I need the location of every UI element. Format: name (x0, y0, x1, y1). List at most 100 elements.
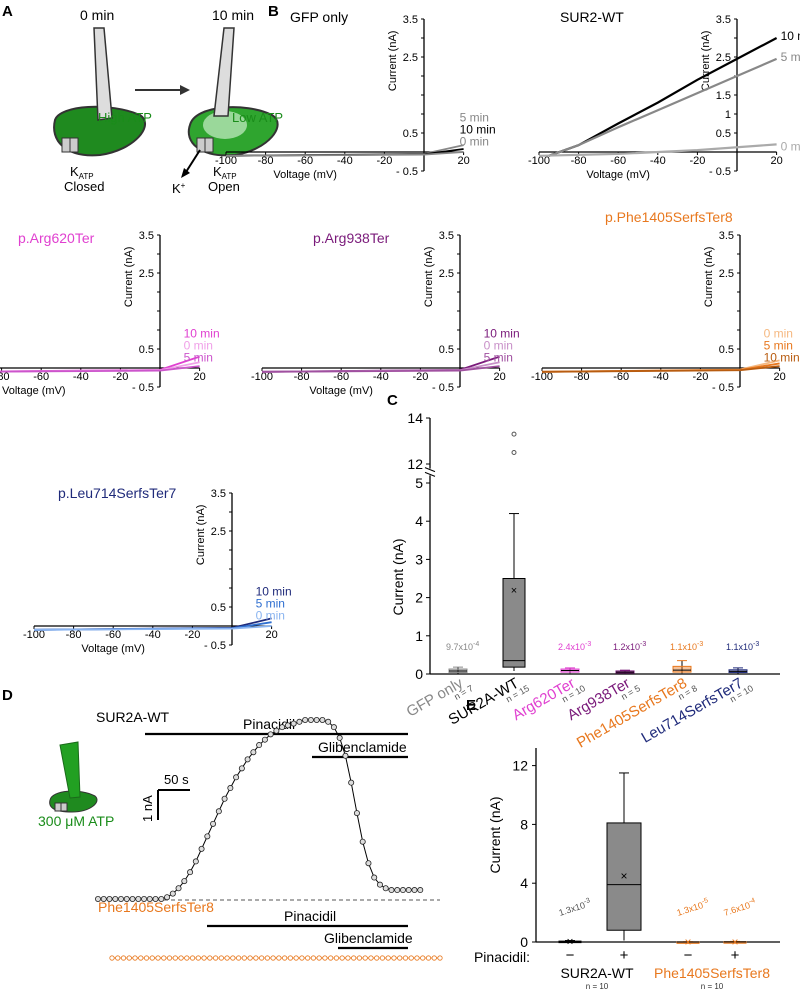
iv-series-line (548, 57, 778, 157)
y-tick-label: 5 (415, 475, 423, 491)
glibenclamide-label-wt: Glibenclamide (318, 739, 407, 755)
mutant-trace-point (299, 955, 305, 961)
y-tick-label: 0 (415, 666, 423, 682)
box-mean-marker: × (566, 935, 573, 949)
x-tick-label: 20 (770, 155, 782, 167)
iv-series-line (33, 625, 272, 631)
katp-label-right: KATP (213, 164, 237, 181)
iv-series-line (225, 151, 464, 157)
box-mean-marker: × (731, 935, 738, 949)
iv-plot-3: p.Arg620Ter-100-80-60-40-20203.52.50.5- … (0, 230, 220, 397)
box-annotation-base: 2.4x10 (558, 642, 585, 652)
y-tick-label: 2.5 (716, 52, 731, 64)
mutant-trace-point (224, 955, 230, 961)
wt-trace-point (261, 736, 268, 743)
x-tick-label: -100 (23, 629, 45, 641)
x-tick-label: -20 (184, 629, 200, 641)
mutant-trace-point (293, 955, 299, 961)
glibenclamide-label-mut: Glibenclamide (324, 930, 413, 946)
x-tick-label: 20 (457, 155, 469, 167)
wt-trace-point (302, 717, 309, 724)
y-axis-label: Current (nA) (195, 505, 207, 566)
k-efflux-arrow-head (181, 168, 190, 178)
y-axis-label: Current (nA) (123, 247, 135, 308)
panel-label-b: B (268, 3, 279, 20)
box-annotation: 1.3x10-5 (675, 897, 710, 918)
mutant-trace-point (230, 955, 236, 961)
pinacidil-sign: − (684, 947, 693, 964)
wt-trace-point (187, 869, 194, 876)
x-tick-label: -60 (297, 155, 313, 167)
x-tick-label: -80 (294, 371, 310, 383)
wt-trace-point (348, 779, 355, 786)
wt-trace-point (181, 878, 188, 885)
mutant-trace-point (425, 955, 432, 961)
x-tick-label: 20 (265, 629, 277, 641)
genotype-label: SUR2A-WT (560, 965, 634, 981)
x-tick-label: -40 (73, 371, 89, 383)
x-axis-label: Voltage (mV) (309, 385, 373, 397)
y-axis-label: Current (nA) (423, 247, 435, 308)
panel-label-c: C (387, 392, 398, 409)
y-tick-label: 1.5 (716, 90, 731, 102)
k-ion-label: K+ (172, 181, 186, 196)
x-axis-label: Voltage (mV) (2, 385, 66, 397)
y-tick-label: 3 (415, 551, 423, 567)
y-tick-label: 2.5 (719, 268, 734, 280)
y-tick-label: - 0.5 (396, 166, 418, 178)
mutant-trace-point (149, 955, 155, 961)
box-annotation: 2.4x10-3 (558, 641, 591, 652)
wt-trace-point (267, 731, 274, 738)
x-tick-label: -80 (66, 629, 82, 641)
series-label: 0 min (764, 327, 793, 341)
wt-trace-point (296, 718, 303, 725)
wt-trace-point (100, 896, 107, 903)
x-tick-label: -80 (0, 371, 10, 383)
mutant-trace-point (115, 955, 121, 961)
pinacidil-sign: + (731, 947, 740, 964)
wt-trace-point (290, 720, 297, 727)
wt-trace-point (135, 896, 142, 903)
x-tick-label: -40 (373, 371, 389, 383)
series-label: 0 min (781, 139, 800, 153)
x-tick-label: -80 (571, 155, 587, 167)
iv-series-line (0, 365, 200, 373)
box-iqr (502, 578, 526, 668)
iv-plot-5: p.Phe1405SerfsTer8 -100 -80 -60 -40 -20 20 3.5 2… (531, 209, 800, 394)
box-annotation: 1.3x10-3 (557, 897, 592, 918)
box-mean-marker: × (620, 869, 627, 883)
y-tick-label: 2.5 (139, 268, 154, 280)
mutant-trace-point (351, 955, 357, 961)
y-tick-label: 0.5 (439, 344, 454, 356)
time-arrow-head (180, 85, 190, 95)
x-tick-label: -20 (692, 371, 708, 383)
wt-trace-point (313, 717, 320, 724)
mutant-trace-point (402, 955, 409, 961)
series-label: 0 min (460, 135, 489, 149)
mutant-trace-point (155, 955, 161, 961)
wt-trace-point (417, 887, 424, 894)
mutant-trace-point (195, 955, 201, 961)
mutant-trace-point (305, 955, 311, 961)
mutant-trace-point (431, 955, 437, 961)
wt-trace-point (158, 896, 165, 903)
mutant-trace-point (270, 955, 276, 961)
pipette-icon (59, 741, 81, 799)
y-tick-label: 0.5 (139, 344, 154, 356)
wt-trace-point (146, 896, 153, 903)
genotype-n-label: n = 10 (586, 982, 609, 990)
wt-trace-point (112, 896, 119, 903)
y-tick-label: 3.5 (211, 488, 226, 500)
y-tick-label: 1 (415, 628, 423, 644)
mutant-trace-point (109, 955, 115, 961)
wt-trace-point (359, 838, 366, 845)
box-annotation-base: 1.1x10 (726, 642, 753, 652)
series-label: 10 min (484, 327, 520, 341)
wt-trace-point (250, 749, 257, 756)
mutant-trace-point (379, 955, 386, 961)
box-annotation-base: 7.6x10 (723, 900, 752, 918)
panel-a: A 0 min 10 min High ATP KATP Closed Low … (2, 3, 283, 196)
y-tick-label: 2.5 (211, 526, 226, 538)
wt-trace-point (238, 765, 245, 772)
y-tick-label: 14 (407, 410, 423, 426)
